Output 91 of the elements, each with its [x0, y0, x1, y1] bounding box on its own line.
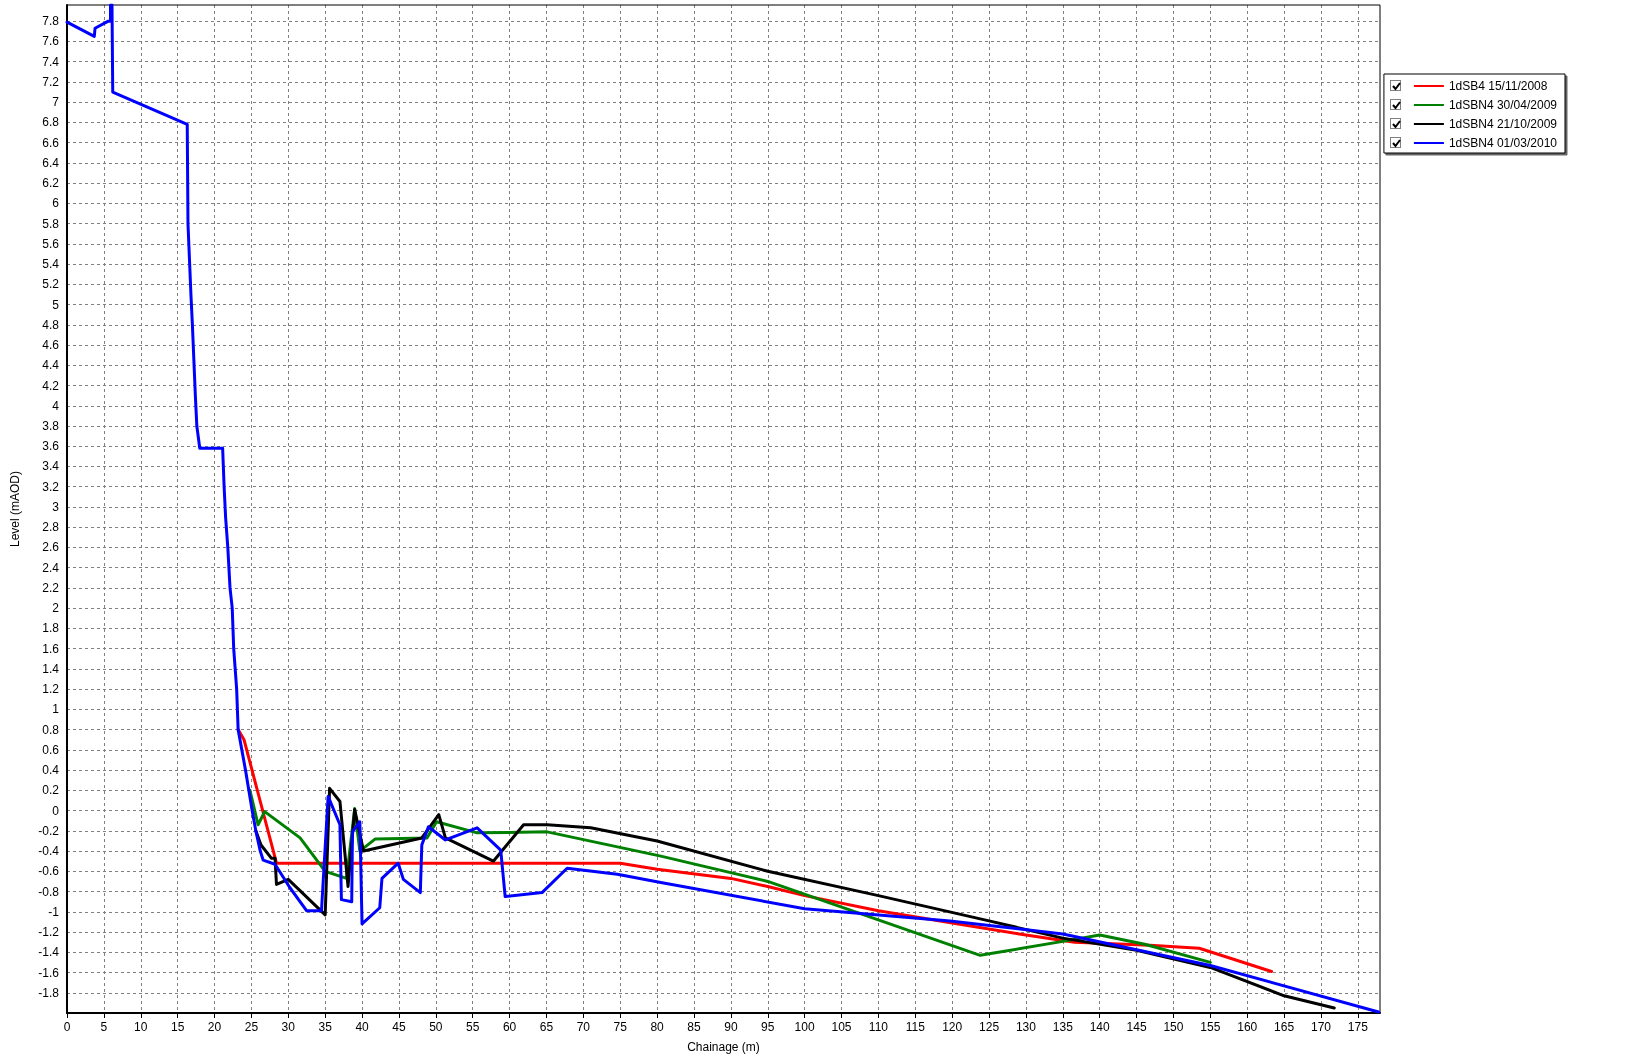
y-tick-label: 0.2 — [42, 783, 60, 798]
y-tick-label: 1.2 — [42, 682, 60, 697]
y-tick-label: 6.8 — [42, 115, 60, 130]
y-tick-label: 5.2 — [42, 277, 60, 292]
y-tick-label: 5.4 — [42, 257, 60, 272]
y-tick-label: 1.6 — [42, 641, 60, 656]
y-tick-label: 5.8 — [42, 216, 60, 231]
y-tick-label: 6.6 — [42, 135, 60, 150]
x-tick-label: 90 — [724, 1020, 738, 1034]
x-tick-label: 75 — [613, 1020, 628, 1034]
y-tick-label: 1.4 — [42, 661, 60, 676]
x-tick-label: 135 — [1052, 1020, 1074, 1034]
y-tick-label: 3.2 — [42, 479, 60, 494]
x-tick-label: 85 — [687, 1020, 701, 1034]
x-tick-label: 125 — [979, 1020, 1000, 1034]
y-tick-label: 4.6 — [42, 338, 60, 353]
x-tick-label: 35 — [318, 1020, 333, 1034]
y-tick-label: 7.4 — [42, 54, 60, 69]
y-tick-label: -1.4 — [38, 945, 60, 960]
y-tick-label: 2.2 — [42, 580, 60, 595]
y-tick-label: -1 — [48, 904, 60, 919]
x-tick-label: 145 — [1126, 1020, 1147, 1034]
x-tick-label: 155 — [1200, 1020, 1221, 1034]
x-tick-label: 65 — [539, 1020, 554, 1034]
y-tick-label: 7.6 — [42, 34, 60, 49]
x-tick-label: 15 — [170, 1020, 185, 1034]
y-tick-label: 7.8 — [42, 14, 60, 29]
x-tick-label: 120 — [942, 1020, 963, 1034]
y-tick-label: -0.4 — [38, 844, 60, 859]
x-tick-label: 25 — [244, 1020, 259, 1034]
y-tick-label: 2 — [52, 601, 60, 616]
y-tick-label: 4 — [52, 398, 60, 413]
y-tick-label: -0.6 — [38, 864, 60, 879]
y-tick-label: 1 — [52, 702, 60, 717]
x-tick-label: 5 — [100, 1020, 108, 1034]
x-tick-label: 105 — [831, 1020, 852, 1034]
x-tick-label: 55 — [466, 1020, 480, 1034]
x-tick-label: 80 — [650, 1020, 665, 1034]
x-tick-label: 45 — [392, 1020, 406, 1034]
y-tick-label: -1.2 — [38, 925, 60, 940]
y-tick-label: -1.6 — [38, 965, 60, 980]
x-tick-label: 150 — [1163, 1020, 1184, 1034]
x-tick-label: 60 — [502, 1020, 517, 1034]
x-tick-label: 110 — [868, 1020, 889, 1034]
x-tick-label: 130 — [1015, 1020, 1037, 1034]
y-tick-label: 3.8 — [42, 419, 60, 434]
y-tick-label: 4.2 — [42, 378, 60, 393]
y-tick-label: 7 — [52, 95, 60, 110]
x-tick-label: 20 — [207, 1020, 222, 1034]
y-tick-label: -0.8 — [38, 884, 60, 899]
legend-label: 1dSBN4 21/10/2009 — [1448, 117, 1558, 131]
x-axis-title: Chainage (m) — [687, 1040, 760, 1054]
y-tick-label: 5.6 — [42, 236, 60, 251]
x-tick-label: 160 — [1237, 1020, 1258, 1034]
y-tick-label: 0.6 — [42, 742, 60, 757]
y-tick-label: 3.4 — [42, 459, 60, 474]
legend-label: 1dSBN4 30/04/2009 — [1448, 98, 1558, 112]
y-tick-label: 7.2 — [42, 74, 60, 89]
y-tick-label: 6.2 — [42, 176, 60, 191]
y-tick-label: 0.8 — [42, 722, 60, 737]
y-tick-label: 6.4 — [42, 155, 60, 170]
x-tick-label: 175 — [1347, 1020, 1369, 1034]
x-tick-label: 170 — [1310, 1020, 1332, 1034]
x-tick-label: 100 — [794, 1020, 815, 1034]
y-tick-label: 3 — [52, 499, 60, 514]
x-tick-label: 40 — [355, 1020, 370, 1034]
y-tick-label: 2.8 — [42, 520, 60, 535]
x-tick-label: 10 — [134, 1020, 148, 1034]
y-tick-label: 4.8 — [42, 317, 60, 332]
y-tick-label: -1.8 — [38, 985, 60, 1000]
legend-label: 1dSB4 15/11/2008 — [1448, 79, 1548, 93]
x-tick-label: 70 — [576, 1020, 591, 1034]
y-tick-label: 1.8 — [42, 621, 60, 636]
y-tick-label: -0.2 — [38, 823, 60, 838]
y-tick-label: 5 — [52, 297, 60, 312]
y-tick-label: 2.4 — [42, 560, 60, 575]
y-tick-label: 4.4 — [42, 358, 60, 373]
y-axis-title: Level (mAOD) — [8, 470, 22, 548]
x-tick-label: 50 — [429, 1020, 443, 1034]
legend-label: 1dSBN4 01/03/2010 — [1448, 136, 1558, 150]
y-tick-label: 0 — [52, 803, 60, 818]
y-tick-label: 0.4 — [42, 763, 60, 778]
x-tick-label: 30 — [281, 1020, 296, 1034]
x-tick-label: 140 — [1089, 1020, 1111, 1034]
x-tick-label: 115 — [905, 1020, 926, 1034]
y-tick-label: 6 — [52, 196, 60, 211]
x-tick-label: 0 — [63, 1020, 71, 1034]
y-tick-label: 2.6 — [42, 540, 60, 555]
y-tick-label: 3.6 — [42, 439, 60, 454]
x-tick-label: 95 — [761, 1020, 775, 1034]
x-tick-label: 165 — [1274, 1020, 1295, 1034]
